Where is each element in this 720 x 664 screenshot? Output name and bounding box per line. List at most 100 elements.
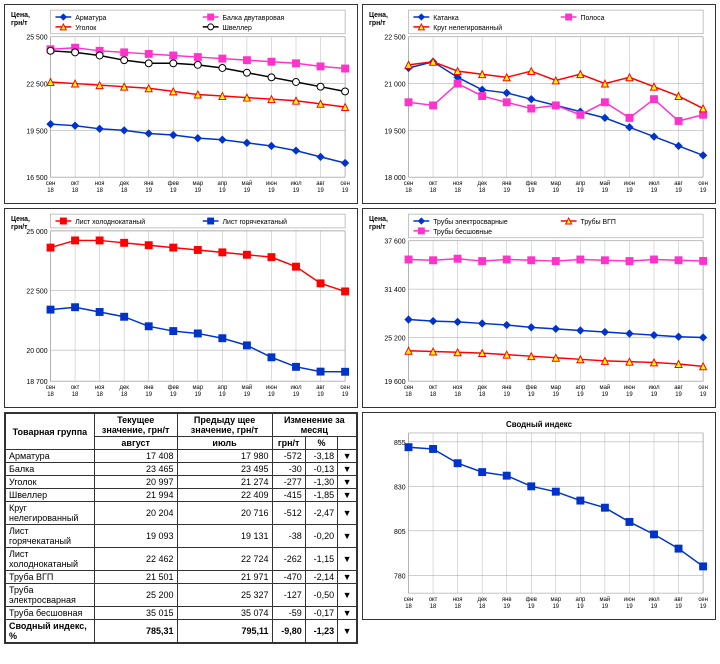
svg-text:грн/т: грн/т [369, 20, 386, 27]
svg-text:Лист холоднокатаный: Лист холоднокатаный [75, 218, 145, 226]
svg-text:18: 18 [47, 392, 54, 398]
svg-text:Швеллер: Швеллер [223, 25, 252, 32]
svg-text:22 500: 22 500 [26, 288, 47, 295]
svg-text:сен: сен [340, 181, 350, 187]
svg-text:Круг нелегированный: Круг нелегированный [433, 24, 502, 32]
svg-text:18: 18 [454, 188, 461, 194]
svg-text:19: 19 [626, 392, 633, 398]
svg-text:18: 18 [479, 604, 486, 610]
svg-text:Цена,: Цена, [11, 216, 30, 223]
svg-text:18: 18 [479, 392, 486, 398]
svg-text:19: 19 [503, 604, 510, 610]
table-row: Швеллер21 99422 409-415-1,85▼ [6, 489, 357, 502]
svg-text:Трубы ВГП: Трубы ВГП [581, 218, 616, 226]
svg-text:19 500: 19 500 [26, 128, 47, 135]
svg-text:19: 19 [528, 188, 535, 194]
svg-text:Цена,: Цена, [11, 12, 30, 19]
svg-text:31 400: 31 400 [384, 287, 405, 294]
svg-text:780: 780 [394, 573, 406, 580]
svg-text:21 000: 21 000 [384, 82, 405, 89]
svg-text:18: 18 [479, 188, 486, 194]
svg-text:авг: авг [316, 385, 325, 391]
svg-text:окт: окт [429, 181, 438, 187]
svg-text:19: 19 [626, 604, 633, 610]
svg-text:фев: фев [168, 385, 179, 391]
svg-text:фев: фев [526, 597, 537, 603]
svg-text:май: май [242, 384, 253, 391]
svg-text:дек: дек [477, 385, 487, 391]
svg-text:18: 18 [454, 392, 461, 398]
svg-text:фев: фев [526, 385, 537, 391]
svg-text:19: 19 [219, 392, 226, 398]
th-change: Изменение за месяц [272, 414, 356, 437]
table-row: Лист холоднокатаный22 46222 724-262-1,15… [6, 548, 357, 571]
svg-text:июн: июн [624, 597, 635, 603]
table-row: Труба бесшовная35 01535 074-59-0,17▼ [6, 607, 357, 620]
svg-text:19: 19 [700, 604, 707, 610]
svg-text:мар: мар [550, 597, 561, 603]
svg-text:805: 805 [394, 529, 406, 536]
chart-2: 18 00019 50021 00022 500сен18окт18ноя18д… [362, 4, 716, 204]
svg-text:25 500: 25 500 [26, 35, 47, 42]
svg-text:апр: апр [575, 597, 586, 603]
svg-text:дек: дек [477, 597, 487, 603]
svg-text:окт: окт [429, 385, 438, 391]
svg-text:19: 19 [675, 604, 682, 610]
svg-text:18: 18 [405, 188, 412, 194]
table-row: Балка23 46523 495-30-0,13▼ [6, 463, 357, 476]
svg-text:янв: янв [144, 181, 154, 187]
svg-text:янв: янв [502, 385, 512, 391]
svg-text:Катанка: Катанка [433, 15, 459, 22]
chart-4: 19 60025 20031 40037 600сен18окт18ноя18д… [362, 208, 716, 408]
svg-text:19: 19 [675, 188, 682, 194]
svg-text:окт: окт [429, 597, 438, 603]
svg-text:янв: янв [502, 597, 512, 603]
svg-text:фев: фев [526, 181, 537, 187]
th-group: Товарная группа [6, 414, 95, 450]
table-summary-row: Сводный индекс, %785,31795,11-9,80-1,23▼ [6, 620, 357, 643]
th-arrow [338, 437, 357, 450]
svg-text:19: 19 [700, 188, 707, 194]
svg-text:19: 19 [553, 188, 560, 194]
svg-text:янв: янв [144, 385, 154, 391]
svg-text:19: 19 [195, 392, 202, 398]
svg-text:19: 19 [602, 188, 609, 194]
svg-text:19: 19 [293, 188, 300, 194]
svg-text:дек: дек [119, 181, 129, 187]
svg-text:18: 18 [72, 188, 79, 194]
svg-text:сен: сен [698, 385, 708, 391]
svg-text:мар: мар [550, 385, 561, 391]
svg-text:18: 18 [121, 392, 128, 398]
chart-1: 16 50019 50022 50025 500сен18окт18ноя18д… [4, 4, 358, 204]
svg-text:Уголок: Уголок [75, 25, 97, 32]
table-row: Лист горячекатаный19 09319 131-38-0,20▼ [6, 525, 357, 548]
svg-text:22 500: 22 500 [26, 82, 47, 89]
summary-table: Товарная группа Текущее значение, грн/т … [4, 412, 358, 644]
svg-text:19: 19 [577, 604, 584, 610]
svg-text:Полоса: Полоса [581, 15, 605, 22]
svg-text:грн/т: грн/т [11, 20, 28, 27]
svg-text:янв: янв [502, 181, 512, 187]
svg-text:сен: сен [46, 181, 56, 187]
svg-text:16 500: 16 500 [26, 175, 47, 182]
svg-text:25 200: 25 200 [384, 335, 405, 342]
svg-text:сен: сен [340, 385, 350, 391]
svg-text:19: 19 [553, 392, 560, 398]
svg-text:ноя: ноя [95, 181, 105, 187]
svg-text:830: 830 [394, 484, 406, 491]
table-row: Арматура17 40817 980-572-3,18▼ [6, 450, 357, 463]
svg-text:июн: июн [266, 181, 277, 187]
svg-text:19: 19 [268, 392, 275, 398]
svg-text:19: 19 [195, 188, 202, 194]
th-prev-sub: июль [177, 437, 272, 450]
svg-text:июл: июл [648, 597, 660, 603]
svg-text:грн/т: грн/т [369, 224, 386, 231]
svg-text:апр: апр [575, 181, 586, 187]
svg-text:сен: сен [698, 597, 708, 603]
svg-text:19: 19 [317, 392, 324, 398]
svg-text:ноя: ноя [453, 181, 463, 187]
svg-text:апр: апр [217, 385, 228, 391]
svg-text:сен: сен [46, 385, 56, 391]
svg-text:июн: июн [266, 385, 277, 391]
svg-text:авг: авг [316, 181, 325, 187]
